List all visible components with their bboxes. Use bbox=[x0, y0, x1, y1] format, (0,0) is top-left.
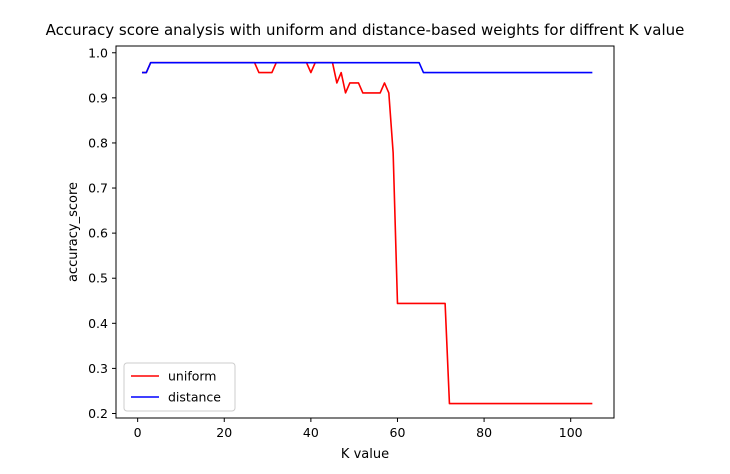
y-tick-label: 0.6 bbox=[88, 226, 108, 241]
x-tick-label: 80 bbox=[476, 425, 492, 440]
x-tick-label: 40 bbox=[303, 425, 319, 440]
x-tick-label: 20 bbox=[216, 425, 232, 440]
x-axis-label: K value bbox=[341, 447, 389, 462]
y-tick-label: 0.9 bbox=[88, 90, 108, 105]
x-tick-label: 0 bbox=[134, 425, 142, 440]
series-layer bbox=[141, 61, 593, 405]
y-tick-label: 0.3 bbox=[88, 361, 108, 376]
x-tick-label: 60 bbox=[390, 425, 406, 440]
y-axis-label: accuracy_score bbox=[66, 182, 81, 282]
plot-area bbox=[116, 46, 614, 418]
plot-frame bbox=[115, 45, 615, 419]
y-tick-label: 0.4 bbox=[88, 316, 108, 331]
y-tick-label: 0.7 bbox=[88, 181, 108, 196]
legend-box bbox=[123, 362, 236, 412]
y-tick-label: 1.0 bbox=[88, 45, 108, 60]
series-line-uniform bbox=[141, 61, 593, 405]
y-tick-label: 0.5 bbox=[88, 271, 108, 286]
legend: uniform distance bbox=[123, 362, 236, 412]
y-tick-label: 0.2 bbox=[88, 406, 108, 421]
legend-label-uniform: uniform bbox=[168, 369, 216, 384]
x-axis-ticks: 0 20 40 60 80 100 bbox=[134, 418, 583, 440]
chart-title: Accuracy score analysis with uniform and… bbox=[46, 21, 685, 39]
y-tick-label: 0.8 bbox=[88, 135, 108, 150]
y-axis-ticks: 0.2 0.3 0.4 0.5 0.6 0.7 0.8 0.9 1.0 bbox=[88, 45, 116, 421]
legend-label-distance: distance bbox=[168, 390, 221, 405]
x-tick-label: 100 bbox=[559, 425, 583, 440]
series-line-distance bbox=[141, 61, 593, 74]
